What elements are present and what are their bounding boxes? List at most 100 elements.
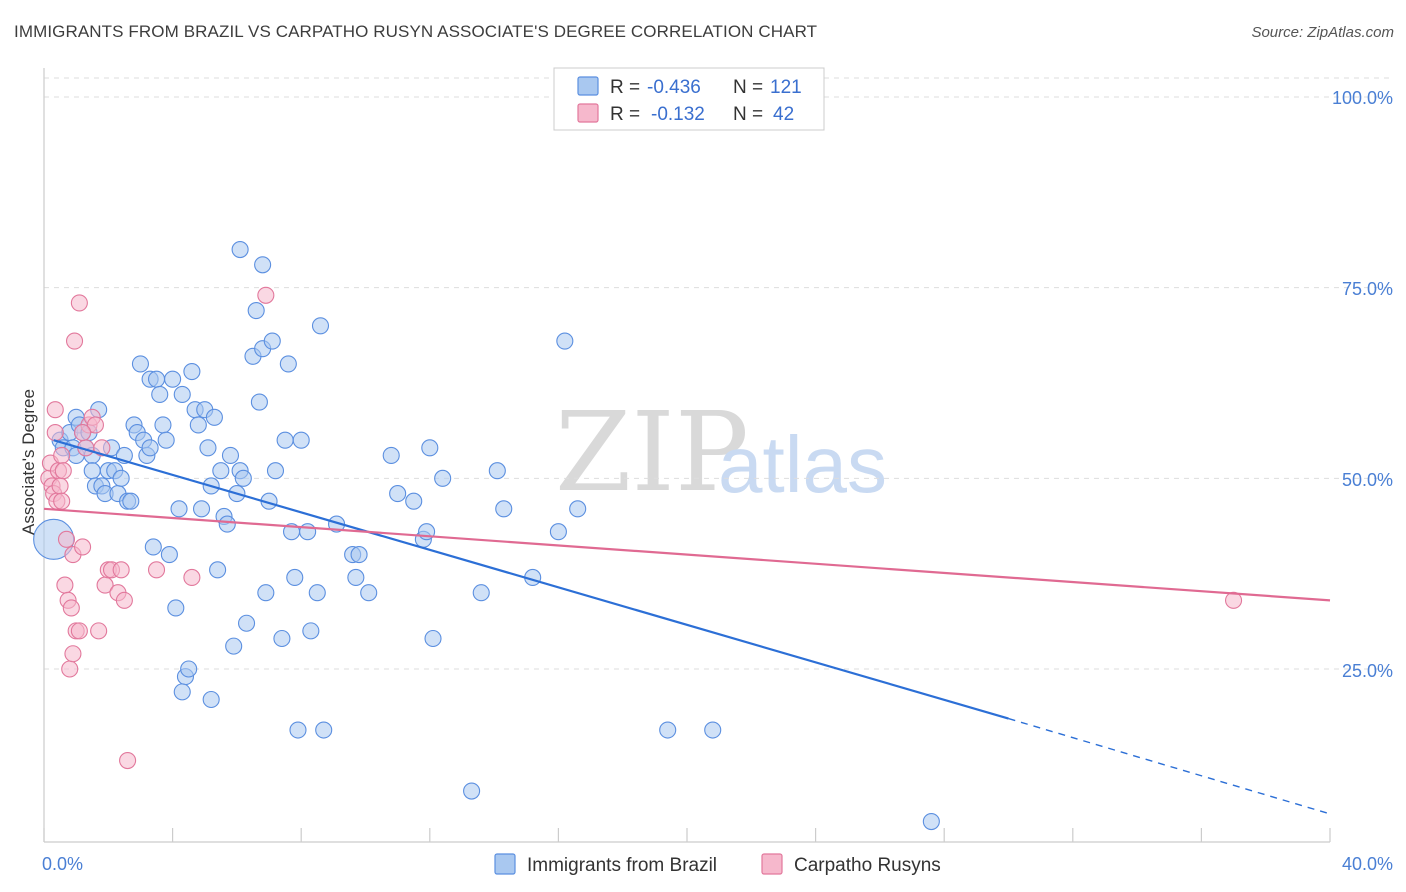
rusyn-point [74, 538, 92, 556]
brazil-point [922, 812, 940, 831]
series-brazil-points [33, 240, 940, 831]
source-label: Source: ZipAtlas.com [1251, 24, 1394, 41]
brazil-point [488, 462, 506, 480]
trend-line-rusyn [43, 507, 1331, 602]
brazil-point [292, 431, 310, 449]
brazil-point [189, 416, 207, 434]
watermark-zip: ZIP [555, 388, 749, 516]
brazil-point [157, 431, 175, 449]
brazil-point [131, 355, 149, 373]
rusyn-point [1225, 591, 1243, 609]
brazil-point [424, 629, 442, 648]
rusyn-point [70, 294, 88, 312]
brazil-point [311, 317, 330, 335]
rusyn-point [183, 568, 201, 587]
brazil-point [234, 469, 252, 487]
rusyn-point [70, 622, 88, 640]
brazil-point [209, 561, 227, 579]
brazil-point [279, 355, 297, 373]
axes [43, 68, 1331, 843]
brazil-point [225, 637, 243, 655]
brazil-point [183, 363, 201, 381]
rusyn-point [53, 446, 71, 465]
y-tick-label-50: 50.0% [1342, 470, 1393, 490]
brazil-point [350, 546, 368, 564]
brazil-point [382, 446, 400, 465]
brazil-point [218, 515, 236, 533]
brazil-point [151, 385, 169, 403]
brazil-point [83, 462, 101, 480]
brazil-point [405, 492, 423, 510]
brazil-point [556, 332, 574, 350]
grid-lines [44, 77, 1392, 670]
rusyn-point [112, 561, 130, 579]
brazil-point [221, 446, 240, 465]
brazil-point [495, 500, 513, 518]
brazil-point [205, 408, 223, 426]
brazil-point [472, 584, 490, 602]
bottom-legend-swatch-rusyn [761, 853, 783, 875]
brazil-point [286, 568, 304, 587]
rusyn-point [119, 751, 137, 770]
rusyn-point [56, 576, 74, 594]
brazil-point [199, 439, 217, 457]
rusyn-point [61, 660, 79, 678]
brazil-point [122, 492, 140, 510]
chart-title: IMMIGRANTS FROM BRAZIL VS CARPATHO RUSYN… [14, 22, 818, 41]
brazil-point [266, 462, 285, 480]
brazil-point [263, 332, 281, 350]
trend-line-brazil-extension [1008, 717, 1331, 815]
rusyn-point [115, 591, 133, 609]
rusyn-point [90, 622, 108, 640]
brazil-point [273, 629, 291, 648]
legend-n-value-rusyn: 42 [773, 104, 794, 125]
y-tick-label-75: 75.0% [1342, 279, 1393, 299]
rusyn-point [51, 477, 69, 495]
rusyn-point [147, 561, 166, 579]
brazil-point [170, 500, 188, 518]
brazil-point [302, 622, 320, 640]
legend-swatch-brazil [577, 76, 599, 96]
brazil-point [202, 690, 220, 709]
rusyn-point [53, 492, 71, 510]
series-rusyn-points [40, 286, 1243, 770]
legend-swatch-rusyn [577, 103, 599, 123]
rusyn-point [86, 416, 104, 434]
legend-n-label-brazil: N = [733, 77, 763, 98]
brazil-point [192, 500, 211, 518]
brazil-point [421, 439, 439, 457]
rusyn-point [62, 599, 80, 617]
rusyn-point [64, 645, 82, 663]
brazil-point [434, 469, 452, 487]
brazil-point [389, 485, 407, 503]
bottom-legend-label-rusyn: Carpatho Rusyns [794, 855, 941, 876]
rusyn-point [74, 424, 92, 442]
legend-r-value-rusyn: -0.132 [651, 104, 705, 125]
brazil-point [164, 370, 182, 388]
bottom-legend: Immigrants from Brazil Carpatho Rusyns [494, 853, 941, 876]
rusyn-point [257, 286, 275, 304]
brazil-point [173, 683, 191, 701]
brazil-point [289, 721, 307, 739]
brazil-point [247, 301, 265, 320]
brazil-point [231, 240, 249, 259]
legend-n-value-brazil: 121 [770, 77, 802, 98]
top-legend: R = -0.436 N = 121 R = -0.132 N = 42 [553, 67, 825, 131]
brazil-point [112, 469, 130, 487]
y-tick-label-25: 25.0% [1342, 661, 1393, 681]
brazil-point [569, 500, 587, 518]
watermark-atlas: atlas [718, 420, 887, 509]
brazil-point [154, 416, 172, 434]
brazil-point [549, 523, 567, 541]
x-tick-label-max: 40.0% [1342, 854, 1393, 874]
x-tick-label-min: 0.0% [42, 854, 83, 874]
brazil-point [347, 568, 365, 587]
rusyn-point [65, 332, 84, 350]
trend-line-brazil [53, 439, 1009, 720]
rusyn-point [57, 530, 76, 548]
rusyn-point [46, 401, 64, 419]
brazil-point [180, 660, 198, 678]
y-tick-label-100: 100.0% [1332, 88, 1393, 108]
brazil-point [254, 256, 272, 274]
